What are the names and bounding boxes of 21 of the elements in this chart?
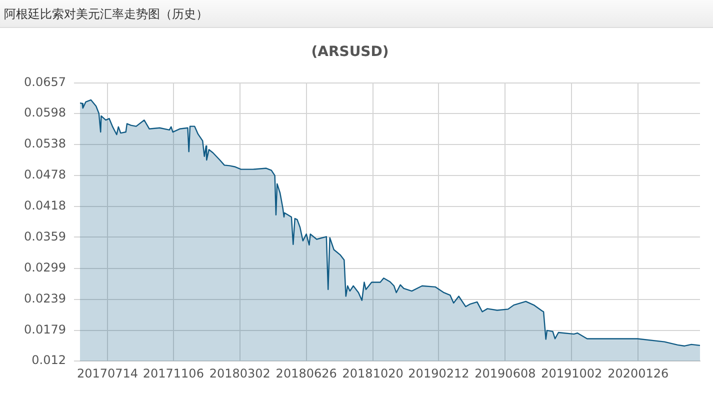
y-tick-label: 0.0418 (24, 198, 66, 213)
x-tick-label: 20170714 (76, 366, 138, 380)
chart-title: 阿根廷比索对美元汇率走势图（历史） (0, 0, 713, 28)
x-tick-label: 20190608 (474, 366, 536, 380)
y-tick-label: 0.0239 (24, 291, 66, 306)
x-tick-label: 20191002 (541, 366, 602, 380)
y-tick-label: 0.0657 (24, 74, 66, 89)
x-tick-label: 20180626 (276, 366, 337, 380)
x-tick-label: 20200126 (608, 366, 669, 380)
y-tick-label: 0.0359 (24, 229, 66, 244)
chart-subtitle: (ARSUSD) (311, 44, 389, 60)
y-tick-label: 0.0538 (24, 136, 66, 151)
y-tick-label: 0.0478 (24, 168, 66, 182)
y-tick-label: 0.012 (32, 353, 66, 368)
y-tick-label: 0.0179 (24, 322, 66, 337)
x-tick-label: 20171106 (142, 366, 204, 380)
x-tick-label: 20180302 (209, 366, 270, 380)
x-tick-label: 20181020 (342, 366, 404, 380)
y-tick-label: 0.0299 (24, 260, 66, 274)
x-tick-label: 20190212 (408, 366, 470, 380)
y-tick-label: 0.0598 (24, 105, 66, 120)
